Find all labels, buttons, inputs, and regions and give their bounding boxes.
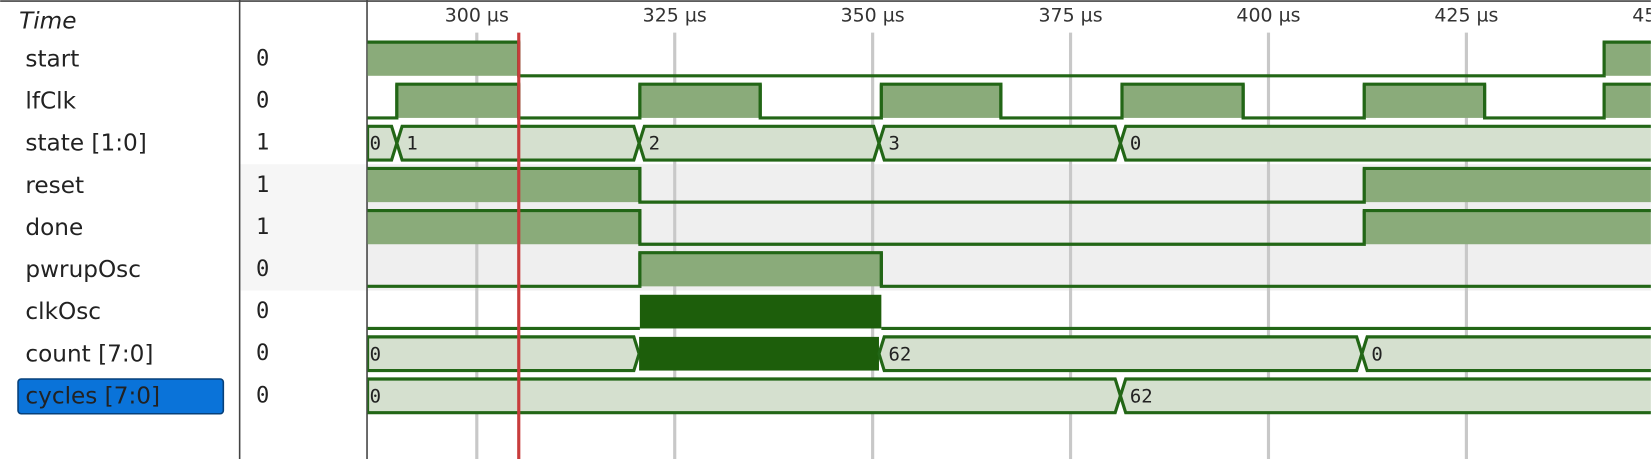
- high-fill: [1364, 84, 1485, 118]
- bus-label: 2: [649, 133, 660, 155]
- bus-label: 1: [406, 133, 417, 155]
- bus-segment: [877, 335, 1364, 373]
- bus-label: 0: [370, 385, 381, 407]
- busy-segment: [639, 294, 882, 329]
- signal-value: 0: [256, 256, 269, 282]
- signal-name[interactable]: done: [25, 215, 83, 241]
- bus-label: 62: [888, 343, 911, 365]
- signal-name[interactable]: reset: [25, 173, 84, 199]
- bus-segment: [637, 124, 881, 162]
- bus-segment: [877, 124, 1123, 162]
- bus-label: 3: [888, 133, 899, 155]
- signal-value: 0: [256, 382, 269, 408]
- bus-label: 0: [1371, 343, 1382, 365]
- high-fill: [1364, 168, 1651, 203]
- time-tick-label: 375 µs: [1039, 4, 1103, 26]
- bit-segment: [1362, 166, 1651, 203]
- high-fill: [367, 168, 640, 203]
- bus-label: 0: [370, 133, 381, 155]
- bus-segment: [1118, 124, 1651, 162]
- time-tick-label: 350 µs: [841, 4, 905, 26]
- high-fill: [639, 84, 761, 118]
- signal-name[interactable]: cycles [7:0]: [25, 383, 160, 409]
- signal-value: 0: [256, 298, 269, 324]
- signal-name[interactable]: count [7:0]: [25, 341, 153, 367]
- time-tick-label: 300 µs: [445, 4, 509, 26]
- bus-label: 62: [1130, 385, 1153, 407]
- high-fill: [1364, 210, 1651, 245]
- time-header: Time: [19, 9, 76, 35]
- signal-value: 0: [256, 88, 269, 114]
- signal-value: 0: [256, 45, 269, 71]
- signal-value: 1: [256, 130, 269, 156]
- selection-highlight: [17, 378, 225, 415]
- bus-segment: [367, 335, 641, 373]
- signal-name[interactable]: lfClk: [25, 89, 76, 115]
- bit-segment: [1602, 40, 1651, 76]
- high-fill: [639, 252, 882, 287]
- bus-label: 0: [1130, 133, 1141, 155]
- high-fill: [1604, 42, 1651, 76]
- signal-value: 0: [256, 340, 269, 366]
- high-fill: [1604, 84, 1651, 118]
- high-fill: [881, 84, 1001, 118]
- row-shade: [240, 164, 368, 291]
- signal-name[interactable]: pwrupOsc: [25, 257, 141, 283]
- bus-segment: [1118, 377, 1651, 415]
- time-tick-label: 425 µs: [1434, 4, 1498, 26]
- high-fill: [367, 210, 640, 245]
- high-fill: [396, 84, 519, 118]
- high-fill: [1122, 84, 1244, 118]
- time-tick-label: 325 µs: [643, 4, 707, 26]
- bit-segment: [879, 252, 1651, 288]
- signal-name[interactable]: start: [25, 47, 79, 73]
- bit-segment: [1602, 82, 1651, 118]
- signal-value: 1: [256, 214, 269, 240]
- bus-segment: [367, 377, 1123, 415]
- high-fill: [367, 42, 519, 76]
- time-tick-label: 450 µs: [1632, 4, 1651, 26]
- bus-segment: [1360, 335, 1651, 373]
- signal-name[interactable]: state [1:0]: [25, 131, 146, 157]
- bit-segment: [1362, 208, 1651, 245]
- signal-name[interactable]: clkOsc: [25, 299, 101, 325]
- bus-label: 0: [370, 343, 381, 365]
- busy-segment: [639, 336, 879, 371]
- time-tick-label: 400 µs: [1236, 4, 1300, 26]
- signal-value: 1: [256, 172, 269, 198]
